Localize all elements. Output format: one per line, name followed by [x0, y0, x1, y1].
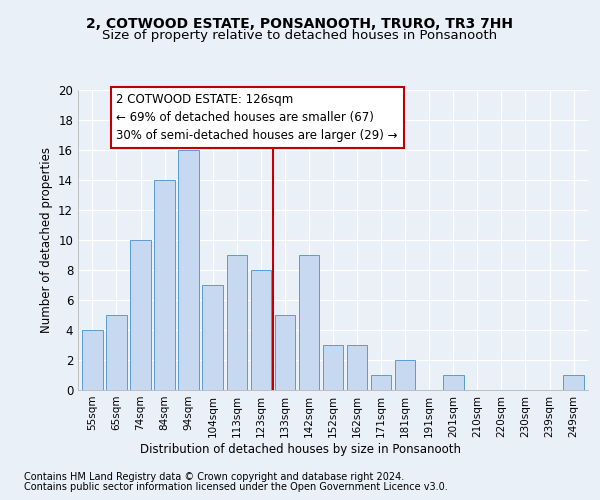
Bar [443, 375, 464, 390]
Bar [106, 315, 127, 390]
Text: Distribution of detached houses by size in Ponsanooth: Distribution of detached houses by size … [139, 442, 461, 456]
Text: Size of property relative to detached houses in Ponsanooth: Size of property relative to detached ho… [103, 29, 497, 42]
Bar [202, 285, 223, 390]
Bar [178, 150, 199, 390]
Text: 2, COTWOOD ESTATE, PONSANOOTH, TRURO, TR3 7HH: 2, COTWOOD ESTATE, PONSANOOTH, TRURO, TR… [86, 18, 514, 32]
Bar [371, 375, 391, 390]
Bar [227, 255, 247, 390]
Bar [82, 330, 103, 390]
Text: Contains public sector information licensed under the Open Government Licence v3: Contains public sector information licen… [24, 482, 448, 492]
Text: 2 COTWOOD ESTATE: 126sqm
← 69% of detached houses are smaller (67)
30% of semi-d: 2 COTWOOD ESTATE: 126sqm ← 69% of detach… [116, 93, 398, 142]
Bar [299, 255, 319, 390]
Text: Contains HM Land Registry data © Crown copyright and database right 2024.: Contains HM Land Registry data © Crown c… [24, 472, 404, 482]
Y-axis label: Number of detached properties: Number of detached properties [40, 147, 53, 333]
Bar [275, 315, 295, 390]
Bar [251, 270, 271, 390]
Bar [395, 360, 415, 390]
Bar [154, 180, 175, 390]
Bar [130, 240, 151, 390]
Bar [563, 375, 584, 390]
Bar [323, 345, 343, 390]
Bar [347, 345, 367, 390]
